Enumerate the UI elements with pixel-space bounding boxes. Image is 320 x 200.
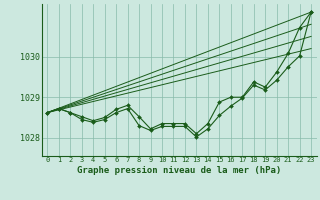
X-axis label: Graphe pression niveau de la mer (hPa): Graphe pression niveau de la mer (hPa) — [77, 166, 281, 175]
